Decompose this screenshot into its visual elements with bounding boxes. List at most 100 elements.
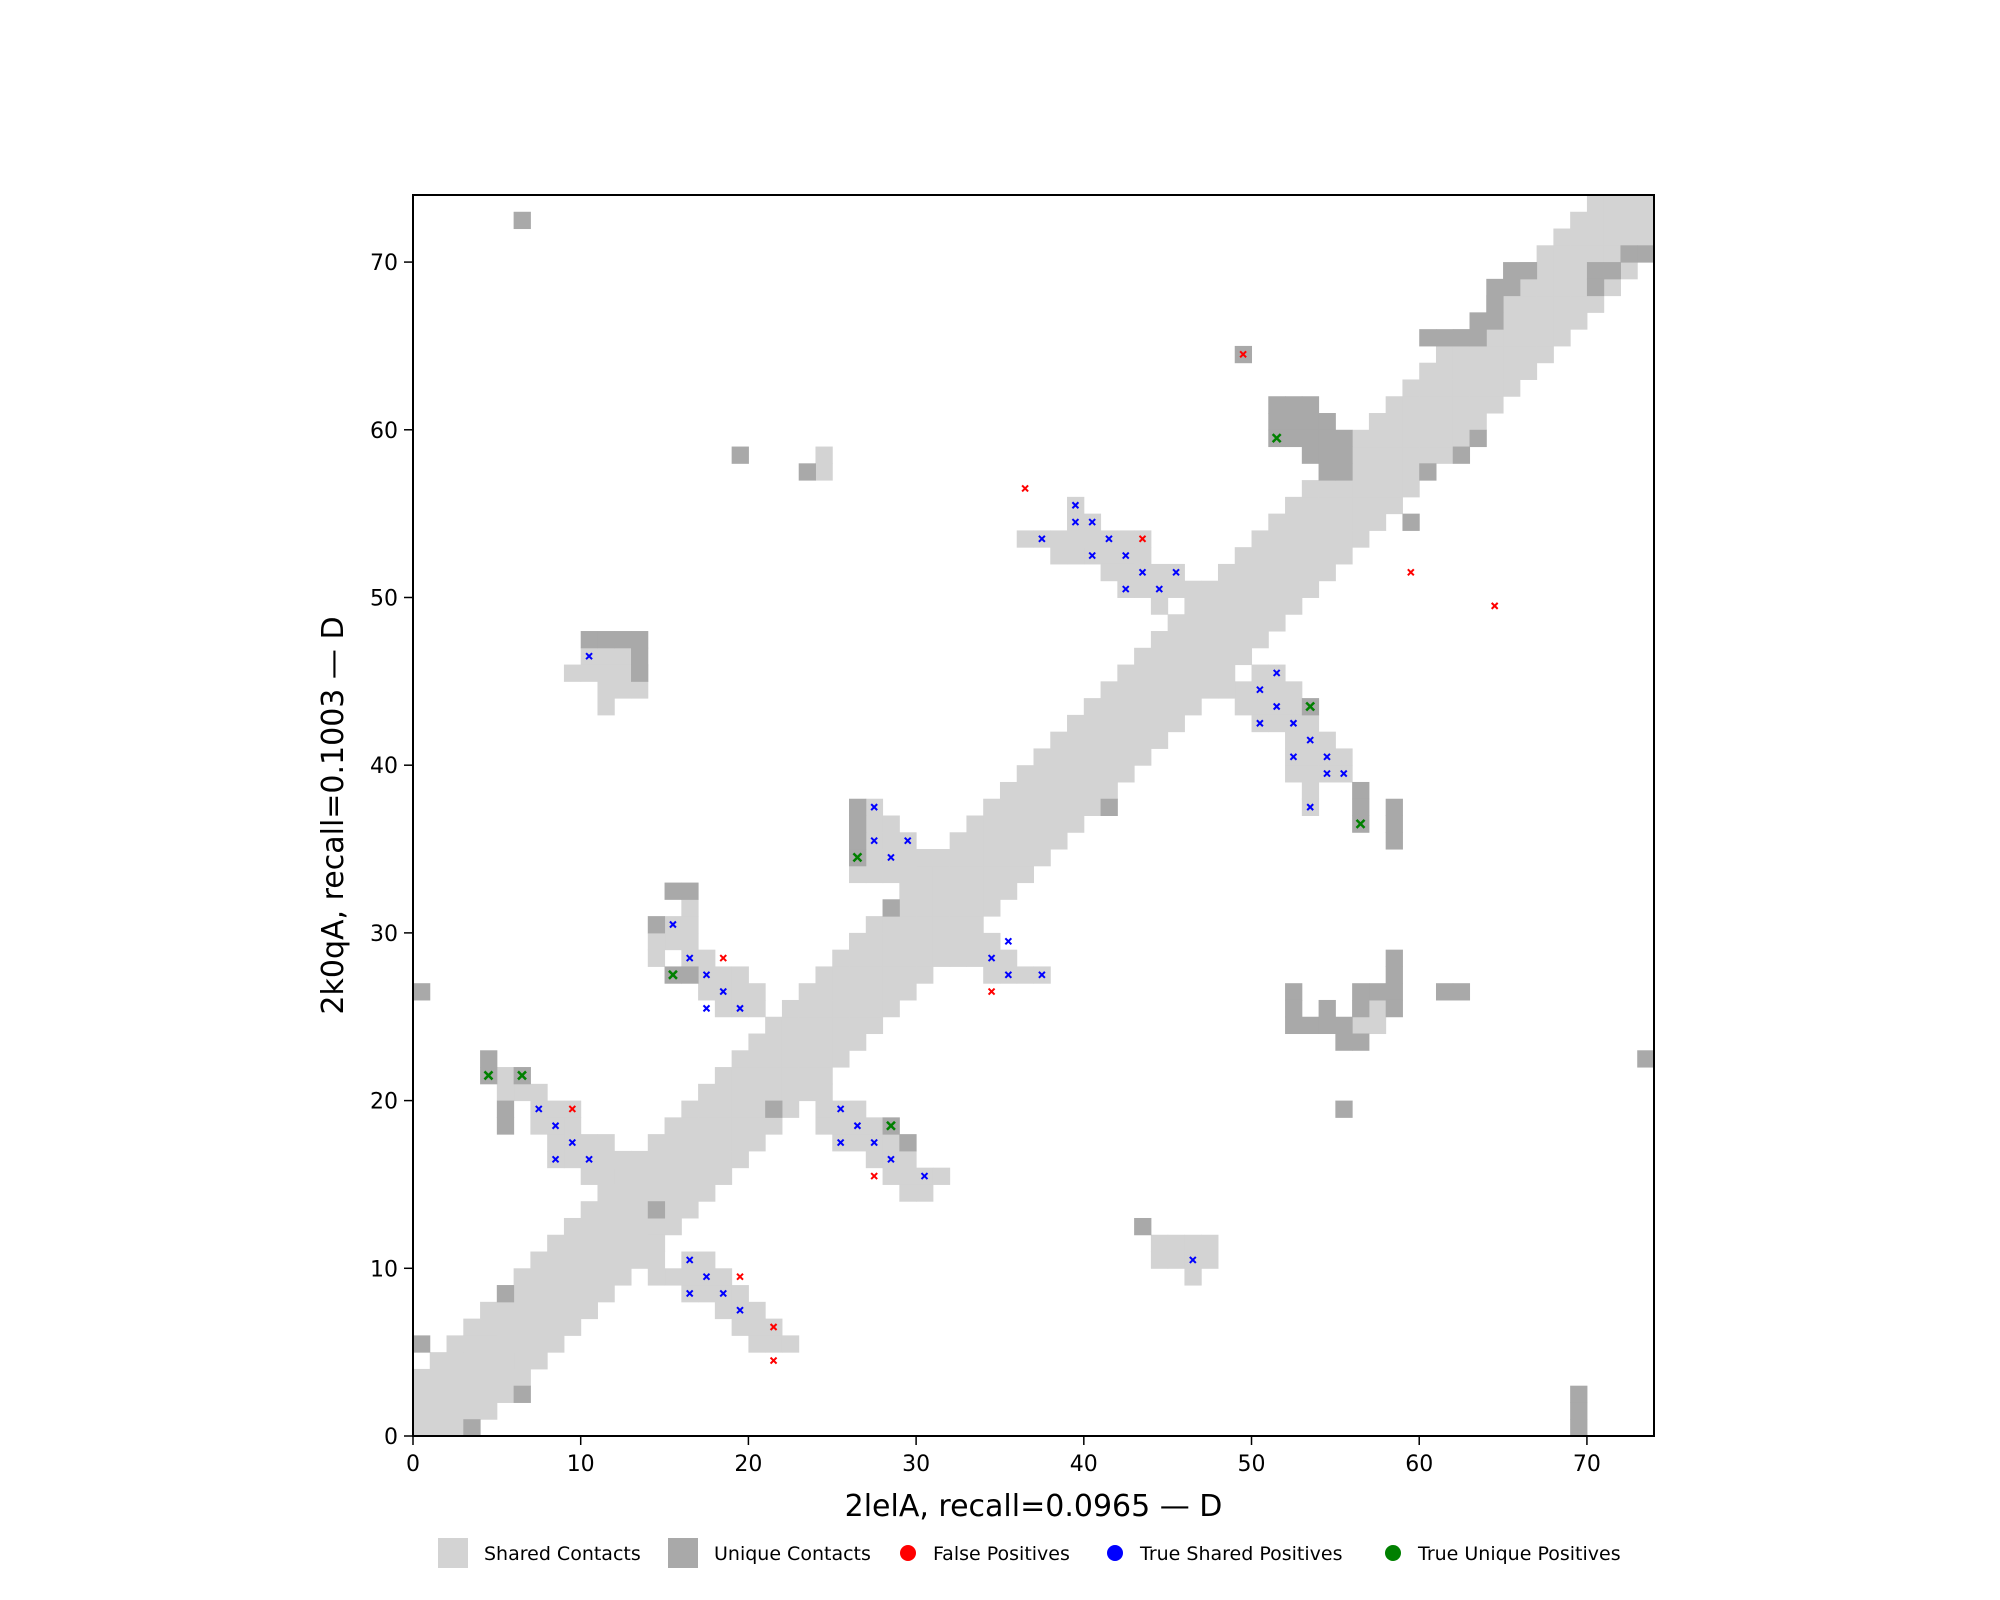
shared-contact-cell [916, 849, 934, 867]
shared-contact-cell [781, 1083, 800, 1102]
shared-contact-cell [1352, 1016, 1370, 1035]
shared-contact-cell [698, 1285, 716, 1303]
shared-contact-cell [1050, 765, 1068, 783]
shared-contact-cell [1134, 547, 1152, 565]
unique-contact-cell [1100, 798, 1118, 816]
true-shared-positive-marker [736, 1306, 744, 1314]
shared-contact-cell [1536, 262, 1554, 280]
shared-contact-cell [815, 1050, 833, 1068]
shared-contact-cell [429, 1368, 448, 1387]
shared-contact-cell [547, 1251, 565, 1269]
unique-contact-cell [1385, 999, 1403, 1018]
shared-contact-cell [1486, 329, 1504, 347]
unique-contact-cell [1620, 245, 1638, 263]
y-tick-label: 60 [370, 419, 398, 444]
shared-contact-cell [1570, 262, 1588, 280]
shared-contact-cell [1251, 547, 1269, 565]
unique-contact-cell [1335, 1033, 1353, 1051]
shared-contact-cell [781, 999, 800, 1018]
shared-contact-cell [1318, 496, 1336, 515]
shared-contact-cell [1268, 530, 1286, 548]
shared-contact-cell [1033, 748, 1051, 766]
shared-contact-cell [1234, 547, 1253, 565]
shared-contact-cell [781, 1050, 800, 1068]
shared-contact-cell [731, 1318, 749, 1336]
shared-contact-cell [681, 1100, 699, 1118]
shared-contact-cell [681, 1134, 699, 1152]
false-positive-marker [769, 1323, 778, 1331]
plot-area [412, 194, 1655, 1437]
true-unique-positive-marker [1271, 433, 1282, 444]
unique-contact-cell [1637, 245, 1655, 263]
shared-contact-cell [1318, 547, 1336, 565]
shared-contact-cell [1285, 513, 1303, 531]
shared-contact-cell [429, 1385, 448, 1403]
shared-contact-cell [1251, 597, 1269, 615]
shared-contact-cell [681, 932, 699, 951]
shared-contact-cell [664, 932, 682, 951]
shared-contact-cell [932, 932, 951, 951]
shared-contact-cell [1352, 429, 1370, 448]
shared-contact-cell [1536, 329, 1554, 347]
x-tick-label: 70 [1573, 1452, 1601, 1477]
shared-contact-cell [1234, 614, 1253, 632]
shared-contact-cell [1201, 631, 1219, 649]
shared-contact-cell [1570, 295, 1588, 313]
shared-contact-cell [983, 882, 1001, 900]
shared-contact-cell [513, 1335, 531, 1353]
unique-contact-cell [1570, 1402, 1588, 1420]
unique-contact-cell [513, 1385, 531, 1403]
unique-contact-cell [1268, 396, 1286, 414]
shared-contact-cell [865, 966, 884, 984]
true-shared-positive-marker [1323, 769, 1331, 778]
legend-label: True Shared Positives [1139, 1543, 1342, 1565]
shared-contact-cell [798, 1083, 816, 1102]
shared-contact-cell [1385, 463, 1403, 481]
shared-contact-cell [815, 463, 833, 481]
shared-contact-cell [1201, 614, 1219, 632]
shared-contact-cell [882, 999, 900, 1018]
shared-contact-cell [731, 1134, 749, 1152]
shared-contact-cell [832, 949, 850, 967]
shared-contact-cell [798, 1016, 816, 1035]
shared-contact-cell [1184, 681, 1202, 699]
unique-contact-cell [1335, 1100, 1353, 1118]
shared-contact-cell [631, 1184, 649, 1202]
unique-contact-cell [1285, 396, 1303, 414]
unique-contact-cell [1486, 295, 1504, 313]
shared-contact-cell [882, 865, 900, 884]
true-shared-positive-marker [1138, 568, 1147, 577]
shared-contact-cell [714, 1100, 733, 1118]
true-shared-positive-marker [719, 1289, 727, 1298]
shared-contact-cell [698, 1167, 716, 1185]
unique-contact-cell [1301, 413, 1320, 431]
shared-contact-cell [698, 1083, 716, 1102]
shared-contact-cell [899, 1150, 917, 1169]
shared-contact-cell [832, 966, 850, 984]
shared-contact-cell [1134, 714, 1152, 733]
unique-contact-cell [899, 1134, 917, 1152]
shared-contact-cell [832, 1050, 850, 1068]
shared-contact-cell [547, 1301, 565, 1320]
shared-contact-cell [1486, 345, 1504, 364]
unique-contact-cell [1469, 312, 1487, 330]
shared-contact-cell [1435, 379, 1454, 397]
shared-contact-cell [765, 1335, 783, 1353]
shared-contact-cell [1268, 580, 1286, 598]
shared-contact-cell [1452, 362, 1471, 380]
shared-contact-cell [1201, 1251, 1219, 1269]
shared-contact-cell [731, 1117, 749, 1135]
shared-contact-cell [899, 899, 917, 917]
shared-contact-cell [647, 949, 666, 967]
true-shared-positive-marker [1004, 971, 1013, 979]
shared-contact-cell [597, 1184, 615, 1202]
x-tick-label: 10 [567, 1452, 595, 1477]
shared-contact-cell [1167, 631, 1185, 649]
unique-contact-cell [1285, 413, 1303, 431]
shared-contact-cell [513, 1083, 531, 1102]
shared-contact-cell [614, 664, 632, 682]
shared-contact-cell [614, 1167, 632, 1185]
unique-contact-cell [1335, 446, 1353, 464]
unique-contact-cell [1285, 999, 1303, 1018]
shared-contact-cell [983, 865, 1001, 884]
